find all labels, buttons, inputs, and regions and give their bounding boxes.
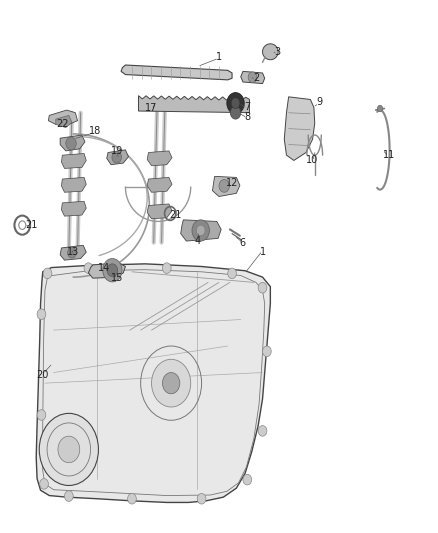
Circle shape [162, 373, 180, 394]
Circle shape [127, 494, 136, 504]
Text: 2: 2 [253, 73, 259, 83]
Text: 1: 1 [259, 247, 265, 257]
Circle shape [103, 259, 122, 282]
Text: 21: 21 [25, 220, 37, 230]
Polygon shape [61, 154, 86, 168]
Circle shape [152, 359, 191, 407]
Polygon shape [61, 177, 86, 192]
Polygon shape [88, 263, 125, 278]
Text: 10: 10 [307, 156, 319, 165]
Circle shape [230, 107, 241, 119]
Circle shape [39, 414, 99, 486]
Circle shape [192, 220, 209, 241]
Polygon shape [212, 176, 240, 197]
Polygon shape [61, 201, 86, 216]
Polygon shape [241, 71, 265, 84]
Circle shape [197, 494, 206, 504]
Circle shape [58, 436, 80, 463]
Text: 21: 21 [170, 209, 182, 220]
Circle shape [66, 137, 76, 150]
Circle shape [243, 474, 252, 485]
Text: 3: 3 [275, 47, 281, 56]
Circle shape [64, 491, 73, 502]
Circle shape [219, 180, 230, 192]
Polygon shape [147, 177, 172, 192]
Circle shape [112, 151, 121, 163]
Circle shape [37, 410, 46, 420]
Circle shape [67, 247, 76, 258]
Circle shape [227, 93, 244, 114]
Text: 11: 11 [383, 150, 395, 160]
Circle shape [40, 479, 48, 489]
Text: 12: 12 [226, 177, 238, 188]
Circle shape [262, 346, 271, 357]
Polygon shape [121, 65, 232, 80]
Circle shape [196, 225, 205, 236]
Polygon shape [60, 245, 86, 260]
Text: 18: 18 [89, 126, 101, 136]
Circle shape [37, 309, 46, 319]
Circle shape [107, 264, 117, 277]
Text: 15: 15 [110, 273, 123, 283]
Polygon shape [147, 151, 172, 166]
Polygon shape [48, 110, 78, 124]
Polygon shape [36, 264, 270, 503]
Text: 13: 13 [67, 247, 79, 257]
Circle shape [162, 263, 171, 273]
Text: 7: 7 [244, 102, 251, 112]
Text: 19: 19 [111, 146, 123, 156]
Polygon shape [284, 97, 315, 160]
Text: 8: 8 [244, 112, 251, 122]
Circle shape [258, 282, 267, 293]
Circle shape [378, 106, 383, 112]
Text: 17: 17 [145, 103, 158, 114]
Text: 9: 9 [316, 97, 322, 107]
Text: 6: 6 [240, 238, 246, 248]
Circle shape [43, 268, 52, 279]
Polygon shape [147, 204, 172, 219]
Circle shape [258, 425, 267, 436]
Circle shape [248, 72, 257, 83]
Polygon shape [60, 135, 85, 151]
Circle shape [231, 98, 240, 109]
Circle shape [228, 268, 237, 279]
Polygon shape [56, 115, 72, 127]
Polygon shape [181, 220, 221, 241]
Polygon shape [262, 44, 278, 60]
Circle shape [84, 263, 93, 273]
Polygon shape [138, 95, 250, 112]
Polygon shape [107, 150, 128, 165]
Text: 22: 22 [56, 119, 69, 130]
Text: 14: 14 [98, 263, 110, 273]
Text: 4: 4 [194, 236, 200, 246]
Text: 20: 20 [36, 370, 49, 380]
Text: 1: 1 [216, 52, 222, 62]
